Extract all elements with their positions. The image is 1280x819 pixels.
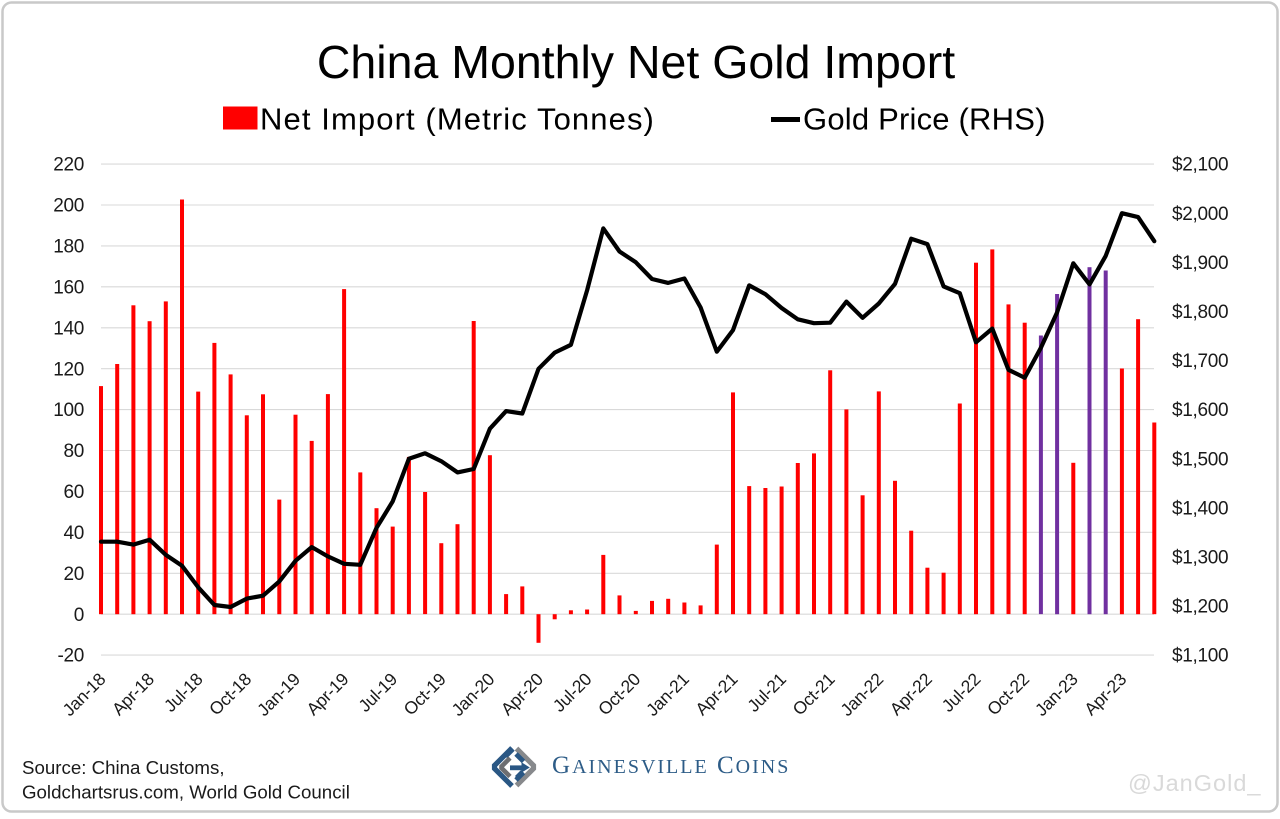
- svg-text:120: 120: [53, 359, 84, 380]
- svg-text:$1,400: $1,400: [1172, 498, 1228, 519]
- svg-text:Net Import (Metric Tonnes): Net Import (Metric Tonnes): [260, 102, 655, 137]
- svg-text:$1,700: $1,700: [1172, 351, 1228, 372]
- svg-text:$1,500: $1,500: [1172, 449, 1228, 470]
- svg-text:$1,200: $1,200: [1172, 597, 1228, 618]
- svg-text:$1,100: $1,100: [1172, 646, 1228, 667]
- svg-text:100: 100: [53, 400, 84, 421]
- svg-text:$2,100: $2,100: [1172, 155, 1228, 176]
- svg-text:20: 20: [63, 564, 84, 585]
- svg-text:140: 140: [53, 318, 84, 339]
- svg-text:$2,000: $2,000: [1172, 204, 1228, 225]
- svg-text:Gold Price (RHS): Gold Price (RHS): [803, 102, 1046, 137]
- svg-text:$1,900: $1,900: [1172, 253, 1228, 274]
- svg-text:Goldchartsrus.com, World Gold: Goldchartsrus.com, World Gold Council: [22, 782, 350, 803]
- svg-text:$1,800: $1,800: [1172, 302, 1228, 323]
- svg-text:China Monthly Net Gold Import: China Monthly Net Gold Import: [317, 36, 955, 88]
- svg-text:220: 220: [53, 155, 84, 176]
- svg-text:$1,300: $1,300: [1172, 548, 1228, 569]
- svg-text:0: 0: [74, 605, 84, 626]
- svg-text:60: 60: [63, 482, 84, 503]
- svg-text:80: 80: [63, 441, 84, 462]
- svg-text:180: 180: [53, 237, 84, 258]
- svg-text:GAINESVILLE COINS: GAINESVILLE COINS: [552, 752, 790, 779]
- svg-text:Source: China Customs,: Source: China Customs,: [22, 757, 225, 778]
- svg-text:-20: -20: [57, 646, 84, 667]
- svg-text:160: 160: [53, 277, 84, 298]
- svg-text:$1,600: $1,600: [1172, 400, 1228, 421]
- svg-text:@JanGold_: @JanGold_: [1128, 770, 1261, 796]
- svg-text:200: 200: [53, 196, 84, 217]
- svg-text:40: 40: [63, 523, 84, 544]
